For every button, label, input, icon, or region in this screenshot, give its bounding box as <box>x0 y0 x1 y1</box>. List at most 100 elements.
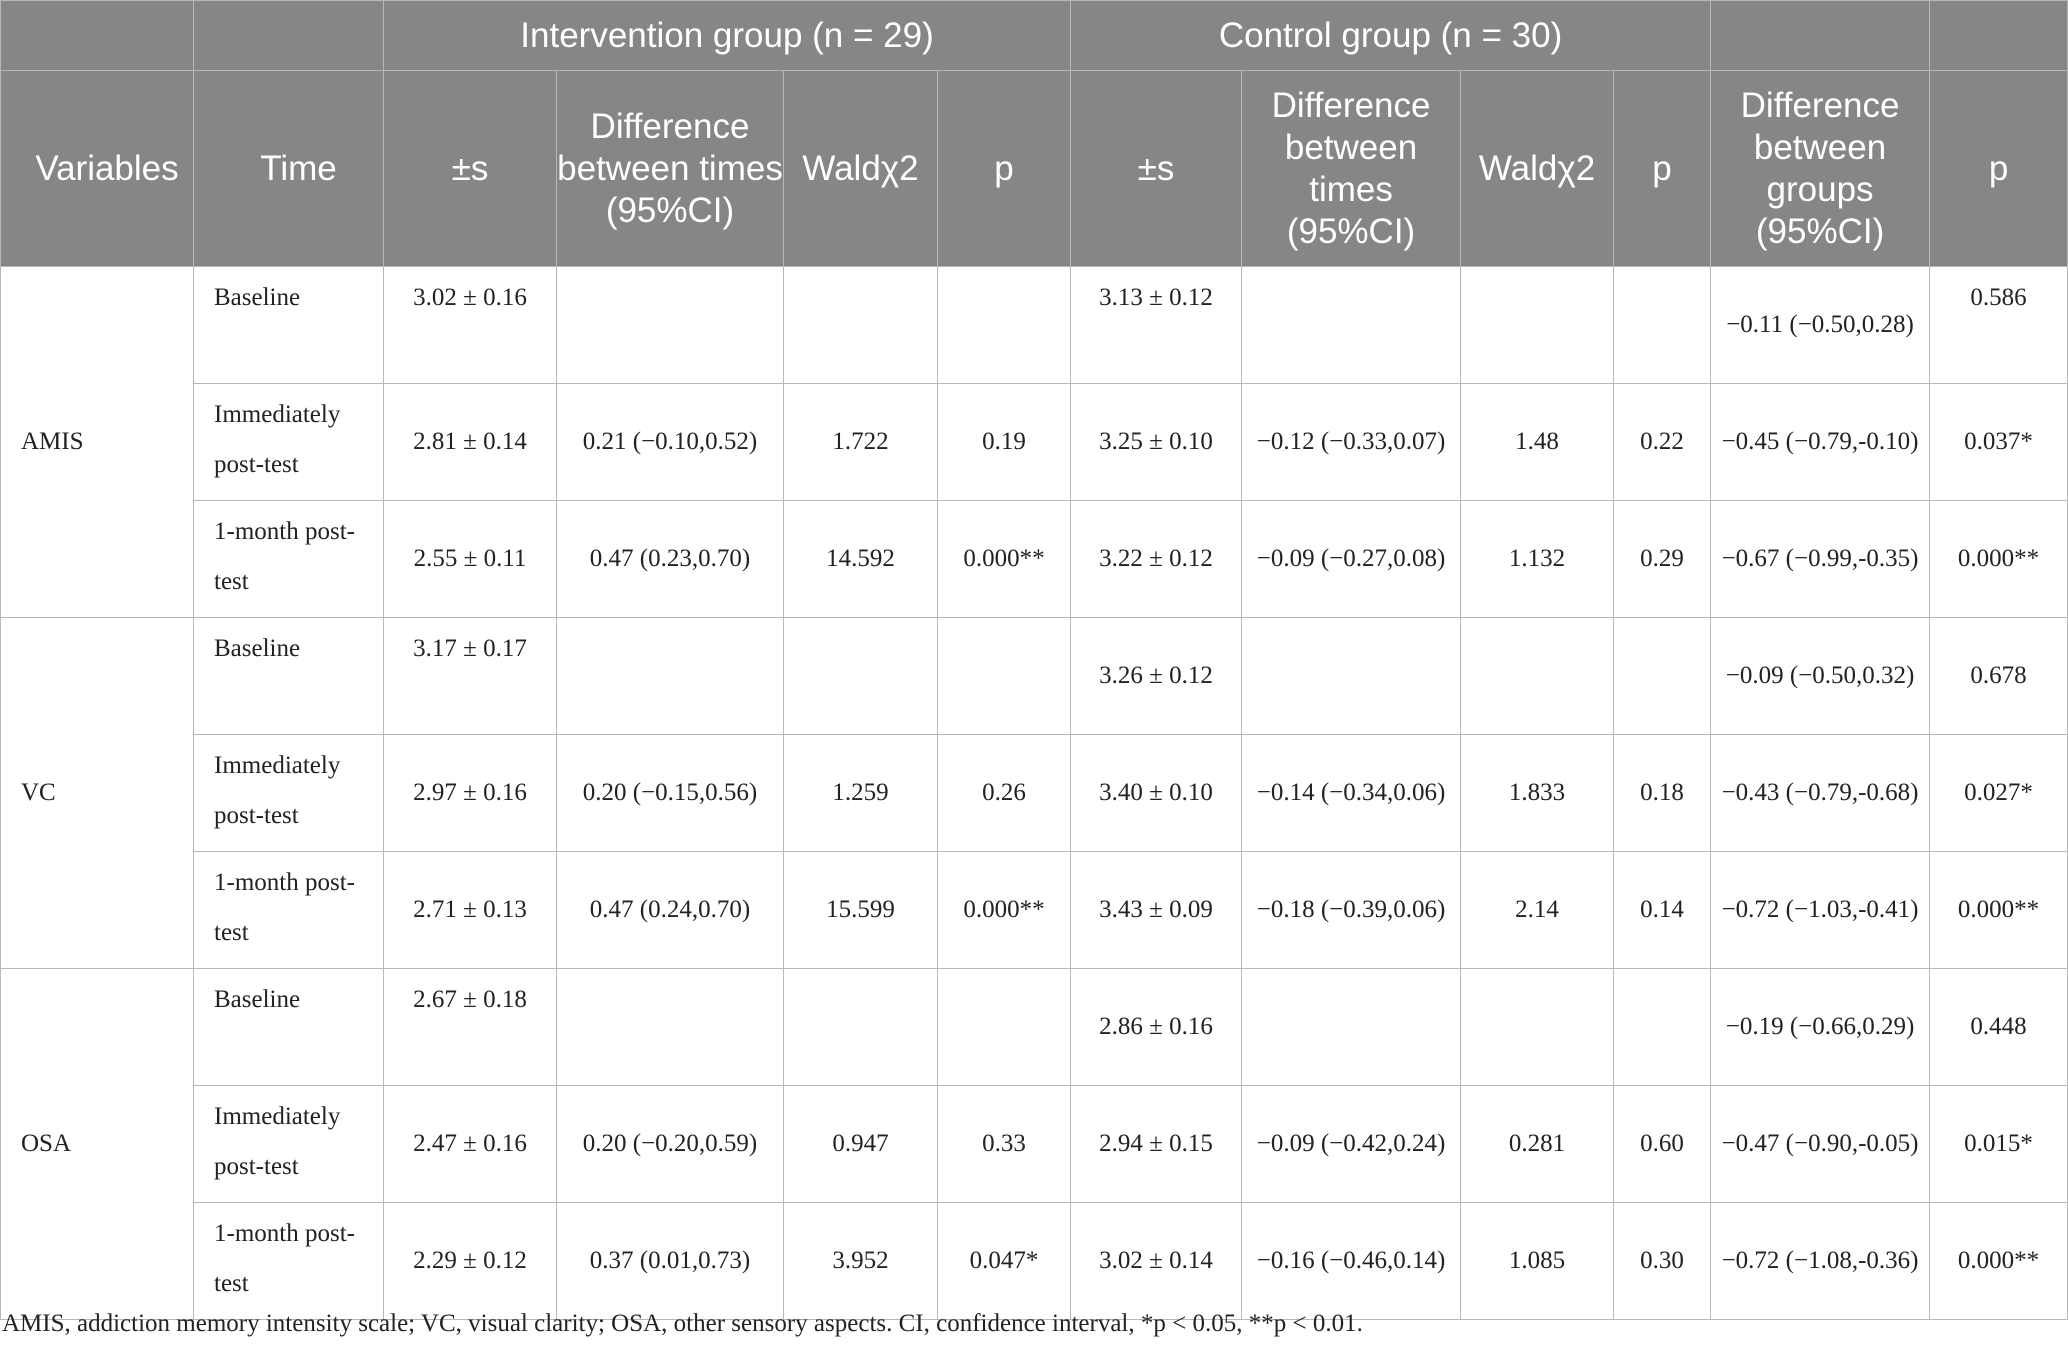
control-p-cell: 0.60 <box>1613 1085 1712 1203</box>
intervention-mean-cell: 2.55 ± 0.11 <box>383 500 557 618</box>
control-diff-cell: −0.09 (−0.42,0.24) <box>1241 1085 1462 1203</box>
intervention-mean-cell: 3.02 ± 0.16 <box>383 266 557 384</box>
intervention-diff-cell <box>556 617 784 735</box>
intervention-diff-cell <box>556 266 784 384</box>
column-header: Difference between groups (95%CI) <box>1710 70 1931 267</box>
group-diff-cell: −0.47 (−0.90,-0.05) <box>1710 1085 1931 1203</box>
intervention-p-cell <box>936 266 1072 384</box>
group-p-cell: 0.027* <box>1929 734 2068 852</box>
column-header: Time <box>193 70 384 267</box>
table-row: Immediately post-test 2.97 ± 0.16 0.20 (… <box>1 734 2068 852</box>
column-header: Difference between times (95%CI) <box>556 70 784 267</box>
group-p-cell: 0.000** <box>1929 851 2068 969</box>
control-diff-cell <box>1241 266 1462 384</box>
results-table: Intervention group (n = 29) Control grou… <box>0 0 2068 1320</box>
intervention-diff-cell: 0.21 (−0.10,0.52) <box>556 383 784 501</box>
column-header: p <box>1929 70 2068 267</box>
control-mean-cell: 2.86 ± 0.16 <box>1070 968 1243 1086</box>
intervention-wald-cell: 1.722 <box>783 383 938 501</box>
group-p-cell: 0.448 <box>1929 968 2068 1086</box>
table-row: Immediately post-test 2.47 ± 0.16 0.20 (… <box>1 1085 2068 1203</box>
time-cell: Baseline <box>193 266 384 384</box>
control-mean-cell: 2.94 ± 0.15 <box>1070 1085 1243 1203</box>
group-header-row: Intervention group (n = 29) Control grou… <box>0 0 2068 71</box>
control-p-cell <box>1613 968 1712 1086</box>
variable-cell: OSA <box>0 968 194 1320</box>
header-empty-group-diff <box>1710 0 1931 71</box>
intervention-mean-cell: 2.97 ± 0.16 <box>383 734 557 852</box>
control-wald-cell <box>1460 968 1615 1086</box>
control-wald-cell: 0.281 <box>1460 1085 1615 1203</box>
intervention-mean-cell: 2.71 ± 0.13 <box>383 851 557 969</box>
column-header: Waldχ2 <box>1460 70 1615 267</box>
intervention-mean-cell: 2.29 ± 0.12 <box>383 1202 557 1320</box>
group-diff-cell: −0.19 (−0.66,0.29) <box>1710 968 1931 1086</box>
column-header: p <box>1613 70 1712 267</box>
group-diff-cell: −0.72 (−1.03,-0.41) <box>1710 851 1931 969</box>
control-mean-cell: 3.02 ± 0.14 <box>1070 1202 1243 1320</box>
intervention-mean-cell: 3.17 ± 0.17 <box>383 617 557 735</box>
control-p-cell: 0.30 <box>1613 1202 1712 1320</box>
table-row: Immediately post-test 2.81 ± 0.14 0.21 (… <box>1 383 2068 501</box>
time-cell: Immediately post-test <box>193 1085 384 1203</box>
control-diff-cell: −0.12 (−0.33,0.07) <box>1241 383 1462 501</box>
control-p-cell: 0.29 <box>1613 500 1712 618</box>
intervention-diff-cell: 0.47 (0.23,0.70) <box>556 500 784 618</box>
intervention-p-cell: 0.000** <box>936 851 1072 969</box>
table-row: 1-month post-test 2.29 ± 0.12 0.37 (0.01… <box>1 1202 2068 1320</box>
intervention-wald-cell: 0.947 <box>783 1085 938 1203</box>
intervention-p-cell: 0.19 <box>936 383 1072 501</box>
table-row: 1-month post-test 2.55 ± 0.11 0.47 (0.23… <box>1 500 2068 618</box>
time-cell: 1-month post-test <box>193 1202 384 1320</box>
control-mean-cell: 3.13 ± 0.12 <box>1070 266 1243 384</box>
time-cell: 1-month post-test <box>193 500 384 618</box>
control-mean-cell: 3.25 ± 0.10 <box>1070 383 1243 501</box>
group-diff-cell: −0.09 (−0.50,0.32) <box>1710 617 1931 735</box>
intervention-wald-cell: 3.952 <box>783 1202 938 1320</box>
intervention-wald-cell <box>783 266 938 384</box>
intervention-diff-cell: 0.37 (0.01,0.73) <box>556 1202 784 1320</box>
intervention-p-cell: 0.33 <box>936 1085 1072 1203</box>
control-wald-cell: 1.132 <box>1460 500 1615 618</box>
column-header: p <box>936 70 1072 267</box>
control-mean-cell: 3.43 ± 0.09 <box>1070 851 1243 969</box>
intervention-wald-cell: 1.259 <box>783 734 938 852</box>
time-cell: Baseline <box>193 617 384 735</box>
intervention-p-cell: 0.047* <box>936 1202 1072 1320</box>
column-header: Variables <box>0 70 194 267</box>
group-p-cell: 0.586 <box>1929 266 2068 384</box>
control-p-cell <box>1613 617 1712 735</box>
intervention-mean-cell: 2.81 ± 0.14 <box>383 383 557 501</box>
control-diff-cell: −0.16 (−0.46,0.14) <box>1241 1202 1462 1320</box>
group-p-cell: 0.015* <box>1929 1085 2068 1203</box>
intervention-diff-cell: 0.20 (−0.15,0.56) <box>556 734 784 852</box>
header-empty-variables <box>0 0 194 71</box>
intervention-wald-cell <box>783 968 938 1086</box>
control-mean-cell: 3.22 ± 0.12 <box>1070 500 1243 618</box>
control-wald-cell: 1.48 <box>1460 383 1615 501</box>
column-header-row: Variables Time ±s Difference between tim… <box>0 70 2068 267</box>
control-diff-cell <box>1241 968 1462 1086</box>
time-cell: 1-month post-test <box>193 851 384 969</box>
intervention-p-cell: 0.26 <box>936 734 1072 852</box>
group-diff-cell: −0.45 (−0.79,-0.10) <box>1710 383 1931 501</box>
control-p-cell: 0.22 <box>1613 383 1712 501</box>
intervention-diff-cell <box>556 968 784 1086</box>
group-diff-cell: −0.43 (−0.79,-0.68) <box>1710 734 1931 852</box>
intervention-diff-cell: 0.20 (−0.20,0.59) <box>556 1085 784 1203</box>
control-wald-cell <box>1460 617 1615 735</box>
column-header: Waldχ2 <box>783 70 938 267</box>
control-wald-cell: 1.833 <box>1460 734 1615 852</box>
time-cell: Immediately post-test <box>193 383 384 501</box>
control-diff-cell: −0.09 (−0.27,0.08) <box>1241 500 1462 618</box>
control-diff-cell: −0.14 (−0.34,0.06) <box>1241 734 1462 852</box>
intervention-wald-cell <box>783 617 938 735</box>
table-row: 1-month post-test 2.71 ± 0.13 0.47 (0.24… <box>1 851 2068 969</box>
table-footnote: AMIS, addiction memory intensity scale; … <box>2 1310 1363 1337</box>
variable-cell: VC <box>0 617 194 969</box>
table-row: OSA Baseline 2.67 ± 0.18 2.86 ± 0.16 −0.… <box>0 968 2068 1320</box>
intervention-p-cell <box>936 968 1072 1086</box>
group-diff-cell: −0.72 (−1.08,-0.36) <box>1710 1202 1931 1320</box>
table-row: VC Baseline 3.17 ± 0.17 3.26 ± 0.12 −0.0… <box>0 617 2068 969</box>
control-group-header: Control group (n = 30) <box>1070 0 1712 71</box>
